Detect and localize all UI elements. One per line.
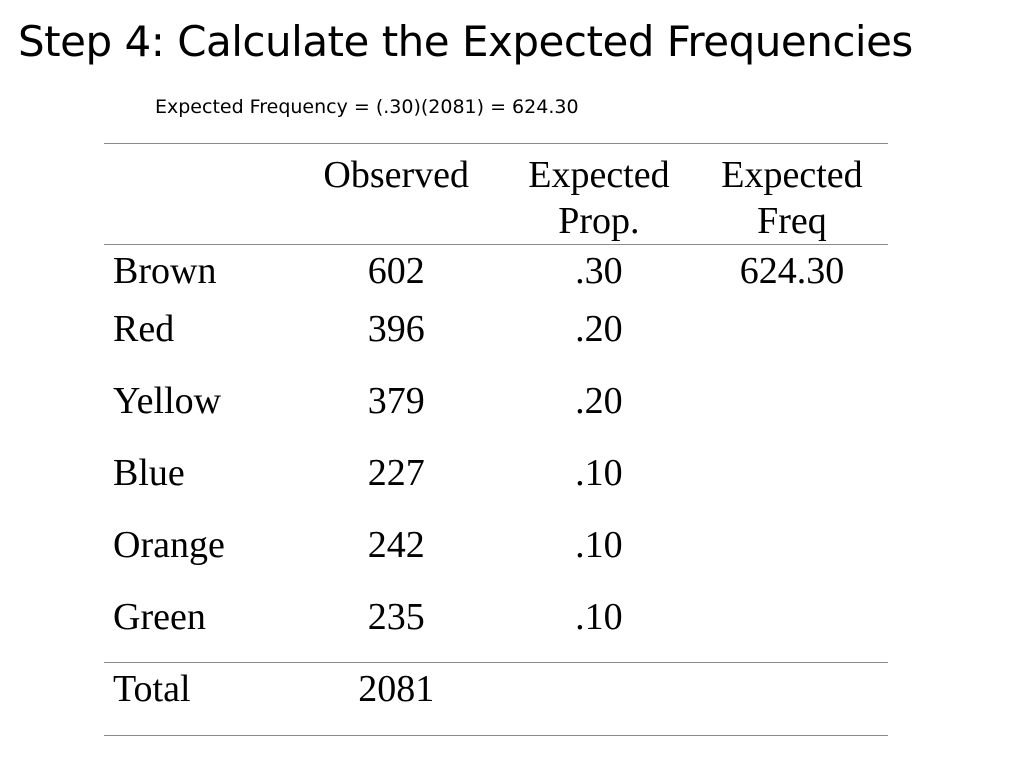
expected-prop-cell: .10	[575, 451, 623, 494]
observed-cell: 396	[367, 307, 425, 350]
table-footer: Total 2081	[104, 662, 888, 736]
table-body: Brown 602 .30 624.30 Red 396 .20 Yellow …	[104, 245, 888, 663]
observed-cell: 379	[367, 379, 425, 422]
expected-freq-cell	[696, 591, 888, 663]
table-row: Yellow 379 .20	[104, 375, 888, 447]
observed-cell: 602	[367, 250, 425, 292]
expected-prop-cell: .20	[575, 379, 623, 422]
expected-freq-cell: 624.30	[739, 250, 845, 292]
table-row: Blue 227 .10	[104, 447, 888, 519]
total-label: Total	[113, 668, 191, 710]
row-label: Green	[113, 595, 206, 638]
slide-title: Step 4: Calculate the Expected Frequenci…	[18, 17, 913, 66]
header-expected-freq-line1: Expected	[721, 154, 863, 196]
observed-cell: 235	[367, 595, 425, 638]
header-label	[104, 144, 290, 245]
row-label: Brown	[113, 250, 217, 292]
observed-cell: 227	[367, 451, 425, 494]
row-label: Blue	[113, 451, 185, 494]
header-observed: Observed	[323, 154, 470, 196]
total-expected-freq	[696, 663, 888, 736]
frequency-table: Observed Expected Prop. Expected Freq Br…	[104, 143, 888, 736]
table-header-row: Observed Expected Prop. Expected Freq	[104, 143, 888, 245]
row-label: Yellow	[113, 379, 222, 422]
table-header: Observed Expected Prop. Expected Freq	[104, 143, 888, 245]
header-expected-prop-line2: Prop.	[558, 200, 640, 242]
expected-prop-cell: .20	[575, 307, 623, 350]
expected-freq-cell	[696, 375, 888, 447]
expected-frequency-formula: Expected Frequency = (.30)(2081) = 624.3…	[155, 96, 579, 118]
header-expected-prop: Expected Prop.	[502, 144, 696, 245]
header-expected-prop-line1: Expected	[528, 154, 670, 196]
table-row: Green 235 .10	[104, 591, 888, 663]
expected-prop-cell: .10	[575, 523, 623, 566]
total-expected-prop	[502, 663, 696, 736]
table-row: Red 396 .20	[104, 303, 888, 375]
row-label: Red	[113, 307, 175, 350]
expected-prop-cell: .30	[575, 250, 623, 292]
expected-prop-cell: .10	[575, 595, 623, 638]
expected-freq-cell	[696, 519, 888, 591]
expected-freq-cell	[696, 447, 888, 519]
table-row: Brown 602 .30 624.30	[104, 245, 888, 303]
row-label: Orange	[113, 523, 225, 566]
observed-cell: 242	[367, 523, 425, 566]
total-observed: 2081	[358, 668, 435, 710]
expected-freq-cell	[696, 303, 888, 375]
table-row: Orange 242 .10	[104, 519, 888, 591]
total-row: Total 2081	[104, 662, 888, 736]
header-expected-freq: Expected Freq	[696, 144, 888, 245]
header-expected-freq-line2: Freq	[757, 200, 827, 242]
